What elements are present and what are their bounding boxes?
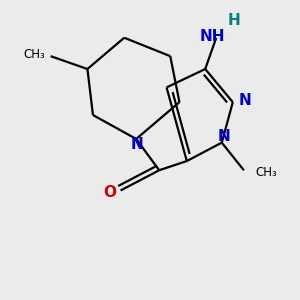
Text: N: N (131, 137, 143, 152)
Text: CH₃: CH₃ (256, 166, 278, 178)
Text: N: N (238, 93, 251, 108)
Text: CH₃: CH₃ (23, 48, 45, 61)
Text: N: N (217, 129, 230, 144)
Text: NH: NH (200, 29, 225, 44)
Text: H: H (227, 13, 240, 28)
Text: O: O (103, 185, 116, 200)
